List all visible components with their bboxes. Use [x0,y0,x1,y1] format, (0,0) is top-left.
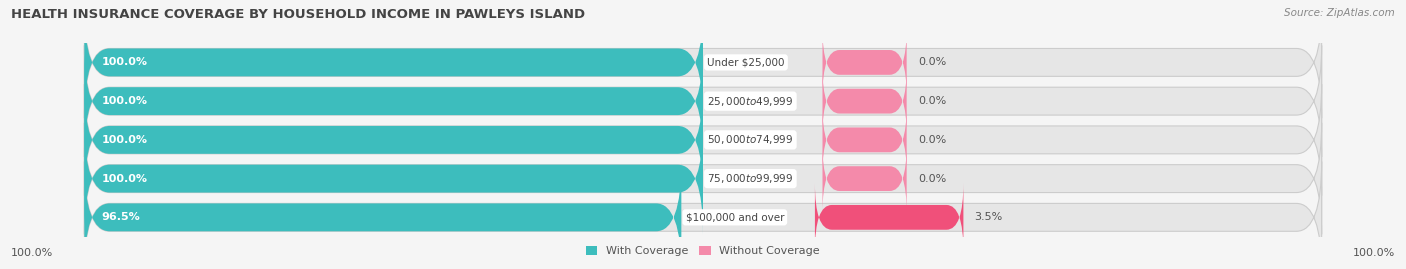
Text: 96.5%: 96.5% [101,212,141,222]
Text: 100.0%: 100.0% [101,96,148,106]
FancyBboxPatch shape [84,7,703,118]
Text: 100.0%: 100.0% [101,57,148,68]
Text: Under $25,000: Under $25,000 [707,57,785,68]
Text: $75,000 to $99,999: $75,000 to $99,999 [707,172,793,185]
FancyBboxPatch shape [84,123,1322,234]
Text: 100.0%: 100.0% [1353,248,1395,258]
FancyBboxPatch shape [84,84,703,196]
FancyBboxPatch shape [823,106,907,174]
FancyBboxPatch shape [84,7,1322,118]
Text: 0.0%: 0.0% [918,57,946,68]
FancyBboxPatch shape [84,123,703,234]
Text: $100,000 and over: $100,000 and over [686,212,785,222]
Text: 100.0%: 100.0% [101,135,148,145]
Text: 3.5%: 3.5% [974,212,1002,222]
FancyBboxPatch shape [815,183,963,252]
FancyBboxPatch shape [84,162,1322,269]
Text: Source: ZipAtlas.com: Source: ZipAtlas.com [1284,8,1395,18]
FancyBboxPatch shape [84,45,703,157]
Text: 0.0%: 0.0% [918,174,946,184]
Text: HEALTH INSURANCE COVERAGE BY HOUSEHOLD INCOME IN PAWLEYS ISLAND: HEALTH INSURANCE COVERAGE BY HOUSEHOLD I… [11,8,585,21]
FancyBboxPatch shape [823,67,907,135]
Text: 0.0%: 0.0% [918,96,946,106]
FancyBboxPatch shape [84,45,1322,157]
Text: $50,000 to $74,999: $50,000 to $74,999 [707,133,793,146]
Text: 100.0%: 100.0% [11,248,53,258]
FancyBboxPatch shape [823,144,907,213]
FancyBboxPatch shape [84,162,682,269]
Text: 100.0%: 100.0% [101,174,148,184]
Text: $25,000 to $49,999: $25,000 to $49,999 [707,95,793,108]
Text: 0.0%: 0.0% [918,135,946,145]
FancyBboxPatch shape [823,28,907,97]
FancyBboxPatch shape [84,84,1322,196]
Legend: With Coverage, Without Coverage: With Coverage, Without Coverage [582,242,824,261]
